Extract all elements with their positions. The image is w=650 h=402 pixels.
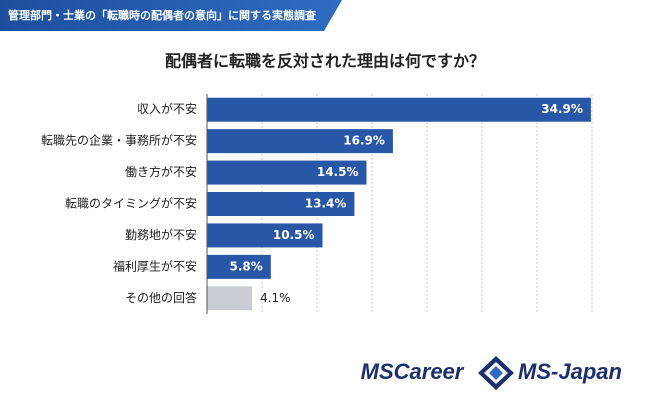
bar bbox=[207, 254, 271, 279]
y-tick-label: 勤務地が不安 bbox=[125, 227, 197, 242]
value-label: 14.5% bbox=[317, 165, 359, 179]
banner-text: 管理部門・士業の「転職時の配偶者の意向」に関する実態調査 bbox=[8, 8, 316, 22]
logo-right: MS-Japan bbox=[518, 359, 622, 384]
bar bbox=[207, 129, 393, 154]
y-tick-label: 福利厚生が不安 bbox=[113, 258, 197, 273]
value-label: 5.8% bbox=[230, 259, 263, 273]
value-label: 10.5% bbox=[273, 228, 315, 242]
y-tick-label: 転職先の企業・事務所が不安 bbox=[41, 133, 197, 148]
y-tick-label: 転職のタイミングが不安 bbox=[65, 196, 197, 211]
bar bbox=[207, 97, 591, 122]
y-tick-label: 収入が不安 bbox=[137, 101, 197, 116]
bar bbox=[207, 192, 355, 216]
bar bbox=[207, 286, 253, 311]
plot: 収入が不安 34.9% 転職先の企業・事務所が不安 16.9% 働き方が不安 14.5% 転… bbox=[41, 94, 593, 314]
logo-left: MSCareer bbox=[361, 359, 465, 384]
value-label: 34.9% bbox=[541, 102, 583, 116]
y-tick-label: 働き方が不安 bbox=[125, 164, 197, 179]
y-tick-label: その他の回答 bbox=[125, 290, 197, 305]
value-label: 16.9% bbox=[343, 134, 385, 148]
banner bbox=[0, 0, 342, 31]
value-label: 4.1% bbox=[260, 291, 291, 305]
bar bbox=[207, 160, 367, 185]
value-label: 13.4% bbox=[305, 197, 347, 211]
logo-icon bbox=[478, 356, 514, 390]
chart-title: 配偶者に転職を反対された理由は何ですか？ bbox=[165, 52, 485, 71]
bar bbox=[207, 223, 323, 248]
